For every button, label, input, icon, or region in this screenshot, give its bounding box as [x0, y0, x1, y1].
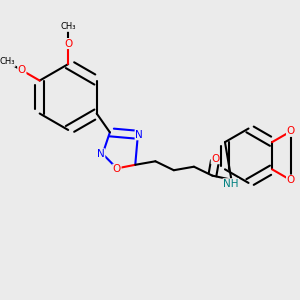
Text: O: O — [211, 154, 220, 164]
Text: O: O — [286, 175, 295, 185]
Text: N: N — [97, 149, 105, 159]
Text: O: O — [286, 126, 295, 136]
Text: N: N — [135, 130, 143, 140]
Text: CH₃: CH₃ — [60, 22, 76, 32]
Text: O: O — [64, 38, 72, 49]
Text: NH: NH — [223, 179, 238, 189]
Text: O: O — [113, 164, 121, 174]
Text: O: O — [18, 65, 26, 75]
Text: CH₃: CH₃ — [0, 58, 15, 67]
